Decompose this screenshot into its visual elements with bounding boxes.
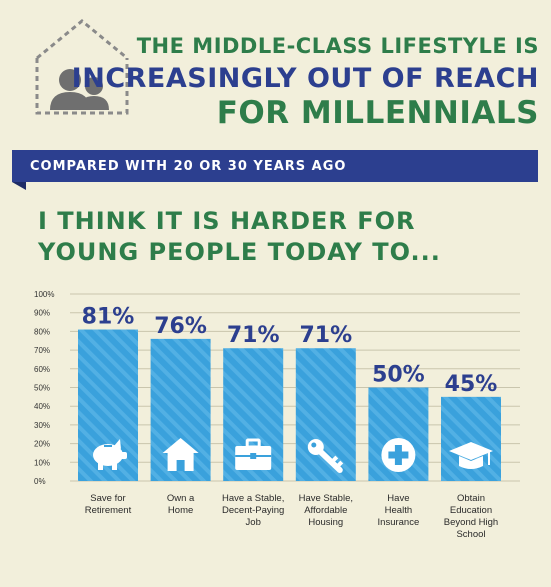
data-label-5: 50% — [372, 363, 425, 388]
x-tick-label-2: Own a Home — [167, 493, 195, 516]
y-tick-label: 70% — [34, 346, 50, 355]
x-tick-label-6: Obtain Education Beyond High School — [444, 493, 498, 540]
x-tick-label-5: Have Health Insurance — [378, 493, 420, 528]
x-tick-label-4: Have Stable, Affordable Housing — [299, 493, 353, 528]
y-tick-label: 0% — [34, 477, 46, 486]
data-label-1: 81% — [82, 305, 135, 330]
data-label-2: 76% — [154, 314, 207, 339]
data-label-6: 45% — [445, 372, 498, 397]
banner-text: COMPARED WITH 20 OR 30 YEARS AGO — [30, 159, 347, 174]
briefcase-icon — [235, 438, 272, 470]
y-tick-label: 40% — [34, 402, 50, 411]
family-home-icon — [35, 19, 129, 115]
medical-cross-icon — [381, 438, 416, 472]
house-icon — [162, 438, 199, 471]
x-tick-label-3: Have a Stable, Decent-Paying Job — [222, 493, 284, 528]
y-tick-label: 80% — [34, 327, 50, 336]
y-tick-label: 20% — [34, 440, 50, 449]
y-tick-label: 90% — [34, 309, 50, 318]
title-line-2: INCREASINGLY OUT OF REACH — [71, 63, 539, 94]
banner-fold — [12, 182, 26, 190]
y-tick-label: 50% — [34, 384, 50, 393]
title-line-1: THE MIDDLE-CLASS LIFESTYLE IS — [136, 34, 539, 58]
data-label-4: 71% — [299, 323, 352, 348]
key-icon — [307, 439, 344, 473]
title-line-3: FOR MILLENNIALS — [216, 95, 539, 131]
survey-question: I THINK IT IS HARDER FOR YOUNG PEOPLE TO… — [38, 207, 441, 266]
bar-4 — [295, 348, 356, 481]
data-label-3: 71% — [227, 323, 280, 348]
comparison-banner — [12, 150, 538, 182]
piggy-bank-icon — [93, 439, 127, 470]
y-tick-label: 30% — [34, 421, 50, 430]
bar-chart: 0% 10% 20% 30% 40% 50% 60% 70% 80% 90% 100% 81% Sav… — [34, 290, 520, 540]
graduation-cap-icon — [449, 442, 493, 469]
x-tick-label-1: Save for Retirement — [85, 493, 132, 516]
y-tick-label: 60% — [34, 365, 50, 374]
y-tick-label: 100% — [34, 290, 54, 299]
y-tick-label: 10% — [34, 458, 50, 467]
